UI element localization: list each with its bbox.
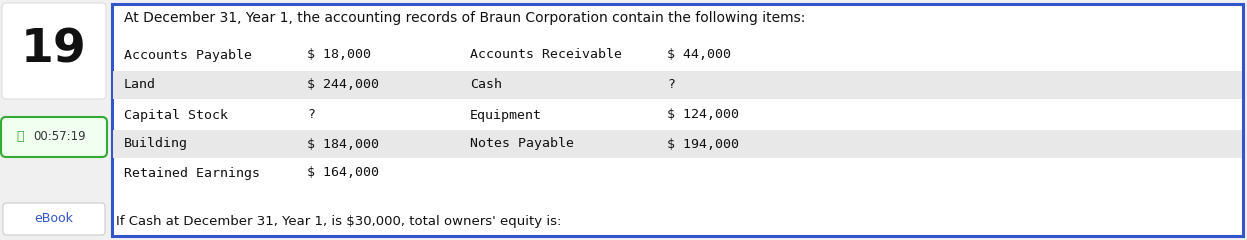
Text: Accounts Receivable: Accounts Receivable bbox=[470, 48, 622, 61]
Bar bbox=[113, 130, 1242, 158]
Text: 00:57:19: 00:57:19 bbox=[34, 131, 86, 144]
Text: Accounts Payable: Accounts Payable bbox=[123, 48, 252, 61]
Text: Capital Stock: Capital Stock bbox=[123, 108, 228, 121]
Text: Notes Payable: Notes Payable bbox=[470, 138, 574, 150]
Text: $ 18,000: $ 18,000 bbox=[307, 48, 372, 61]
Text: ?: ? bbox=[667, 78, 675, 91]
Text: $ 124,000: $ 124,000 bbox=[667, 108, 739, 121]
Bar bbox=[113, 71, 1242, 99]
Text: If Cash at December 31, Year 1, is $30,000, total owners' equity is:: If Cash at December 31, Year 1, is $30,0… bbox=[116, 216, 561, 228]
FancyBboxPatch shape bbox=[2, 3, 106, 99]
Text: $ 184,000: $ 184,000 bbox=[307, 138, 379, 150]
Text: Equipment: Equipment bbox=[470, 108, 542, 121]
Text: 19: 19 bbox=[21, 28, 87, 72]
Text: $ 244,000: $ 244,000 bbox=[307, 78, 379, 91]
Text: ?: ? bbox=[307, 108, 315, 121]
Bar bbox=[0, 0, 108, 240]
Text: $ 44,000: $ 44,000 bbox=[667, 48, 731, 61]
Text: eBook: eBook bbox=[35, 212, 74, 226]
Text: At December 31, Year 1, the accounting records of Braun Corporation contain the : At December 31, Year 1, the accounting r… bbox=[123, 11, 806, 25]
FancyBboxPatch shape bbox=[1, 117, 107, 157]
Text: $ 194,000: $ 194,000 bbox=[667, 138, 739, 150]
Text: $ 164,000: $ 164,000 bbox=[307, 167, 379, 180]
Text: Retained Earnings: Retained Earnings bbox=[123, 167, 261, 180]
Text: Land: Land bbox=[123, 78, 156, 91]
FancyBboxPatch shape bbox=[2, 203, 105, 235]
Text: Cash: Cash bbox=[470, 78, 503, 91]
Text: ⌛: ⌛ bbox=[16, 131, 24, 144]
Text: Building: Building bbox=[123, 138, 188, 150]
